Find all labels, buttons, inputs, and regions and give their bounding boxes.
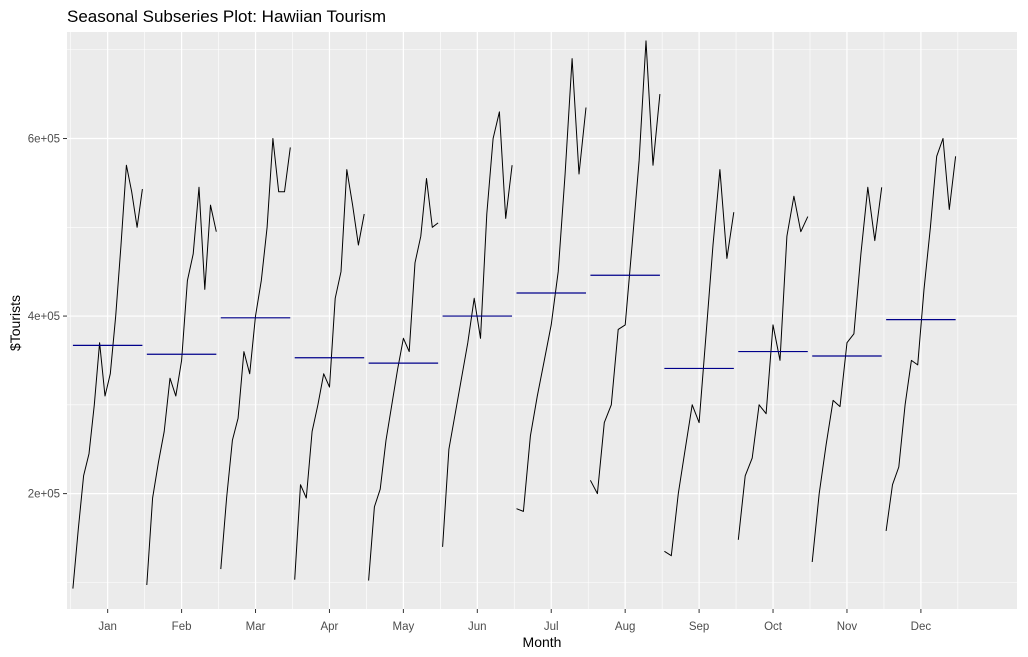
grid <box>67 32 1017 609</box>
subseries-line-aug <box>589 40 661 495</box>
x-axis-title: Month <box>523 634 562 650</box>
subseries-line-apr <box>294 169 365 580</box>
subseries-line-feb <box>146 186 217 586</box>
subseries-line-nov <box>811 186 883 563</box>
x-axis: Jan Feb Mar Apr May Jun Jul Aug Sep Oct Nov Dec <box>98 609 931 633</box>
y-axis-title: $Tourists <box>7 295 23 351</box>
series <box>72 40 957 589</box>
x-tick-label-aug: Aug <box>615 621 635 633</box>
x-tick-label-feb: Feb <box>172 621 192 633</box>
chart-title: Seasonal Subseries Plot: Hawiian Tourism <box>67 7 386 26</box>
subseries-line-sep <box>664 169 735 557</box>
y-tick-label: 4e+05 <box>28 311 60 323</box>
y-axis: 2e+05 4e+05 6e+05 <box>28 134 67 501</box>
mean-lines <box>72 274 956 370</box>
subseries-line-jul <box>516 58 587 512</box>
x-tick-label-dec: Dec <box>911 621 932 633</box>
y-tick-label: 2e+05 <box>28 489 60 501</box>
subseries-line-dec <box>885 138 957 531</box>
x-tick-label-jul: Jul <box>544 621 559 633</box>
subseries-line-jan <box>72 164 143 589</box>
x-tick-label-may: May <box>393 621 415 633</box>
x-tick-label-apr: Apr <box>320 621 338 633</box>
x-tick-label-jun: Jun <box>468 621 487 633</box>
x-tick-label-sep: Sep <box>689 621 709 633</box>
y-tick-label: 6e+05 <box>28 134 60 146</box>
x-tick-label-jan: Jan <box>98 621 117 633</box>
plot-panel <box>67 32 1017 609</box>
x-tick-label-oct: Oct <box>764 621 783 633</box>
subseries-line-mar <box>220 138 291 570</box>
subseries-line-oct <box>737 195 809 540</box>
subseries-line-jun <box>442 111 513 547</box>
x-tick-label-nov: Nov <box>837 621 858 633</box>
subseries-line-may <box>368 178 439 581</box>
x-tick-label-mar: Mar <box>246 621 266 633</box>
